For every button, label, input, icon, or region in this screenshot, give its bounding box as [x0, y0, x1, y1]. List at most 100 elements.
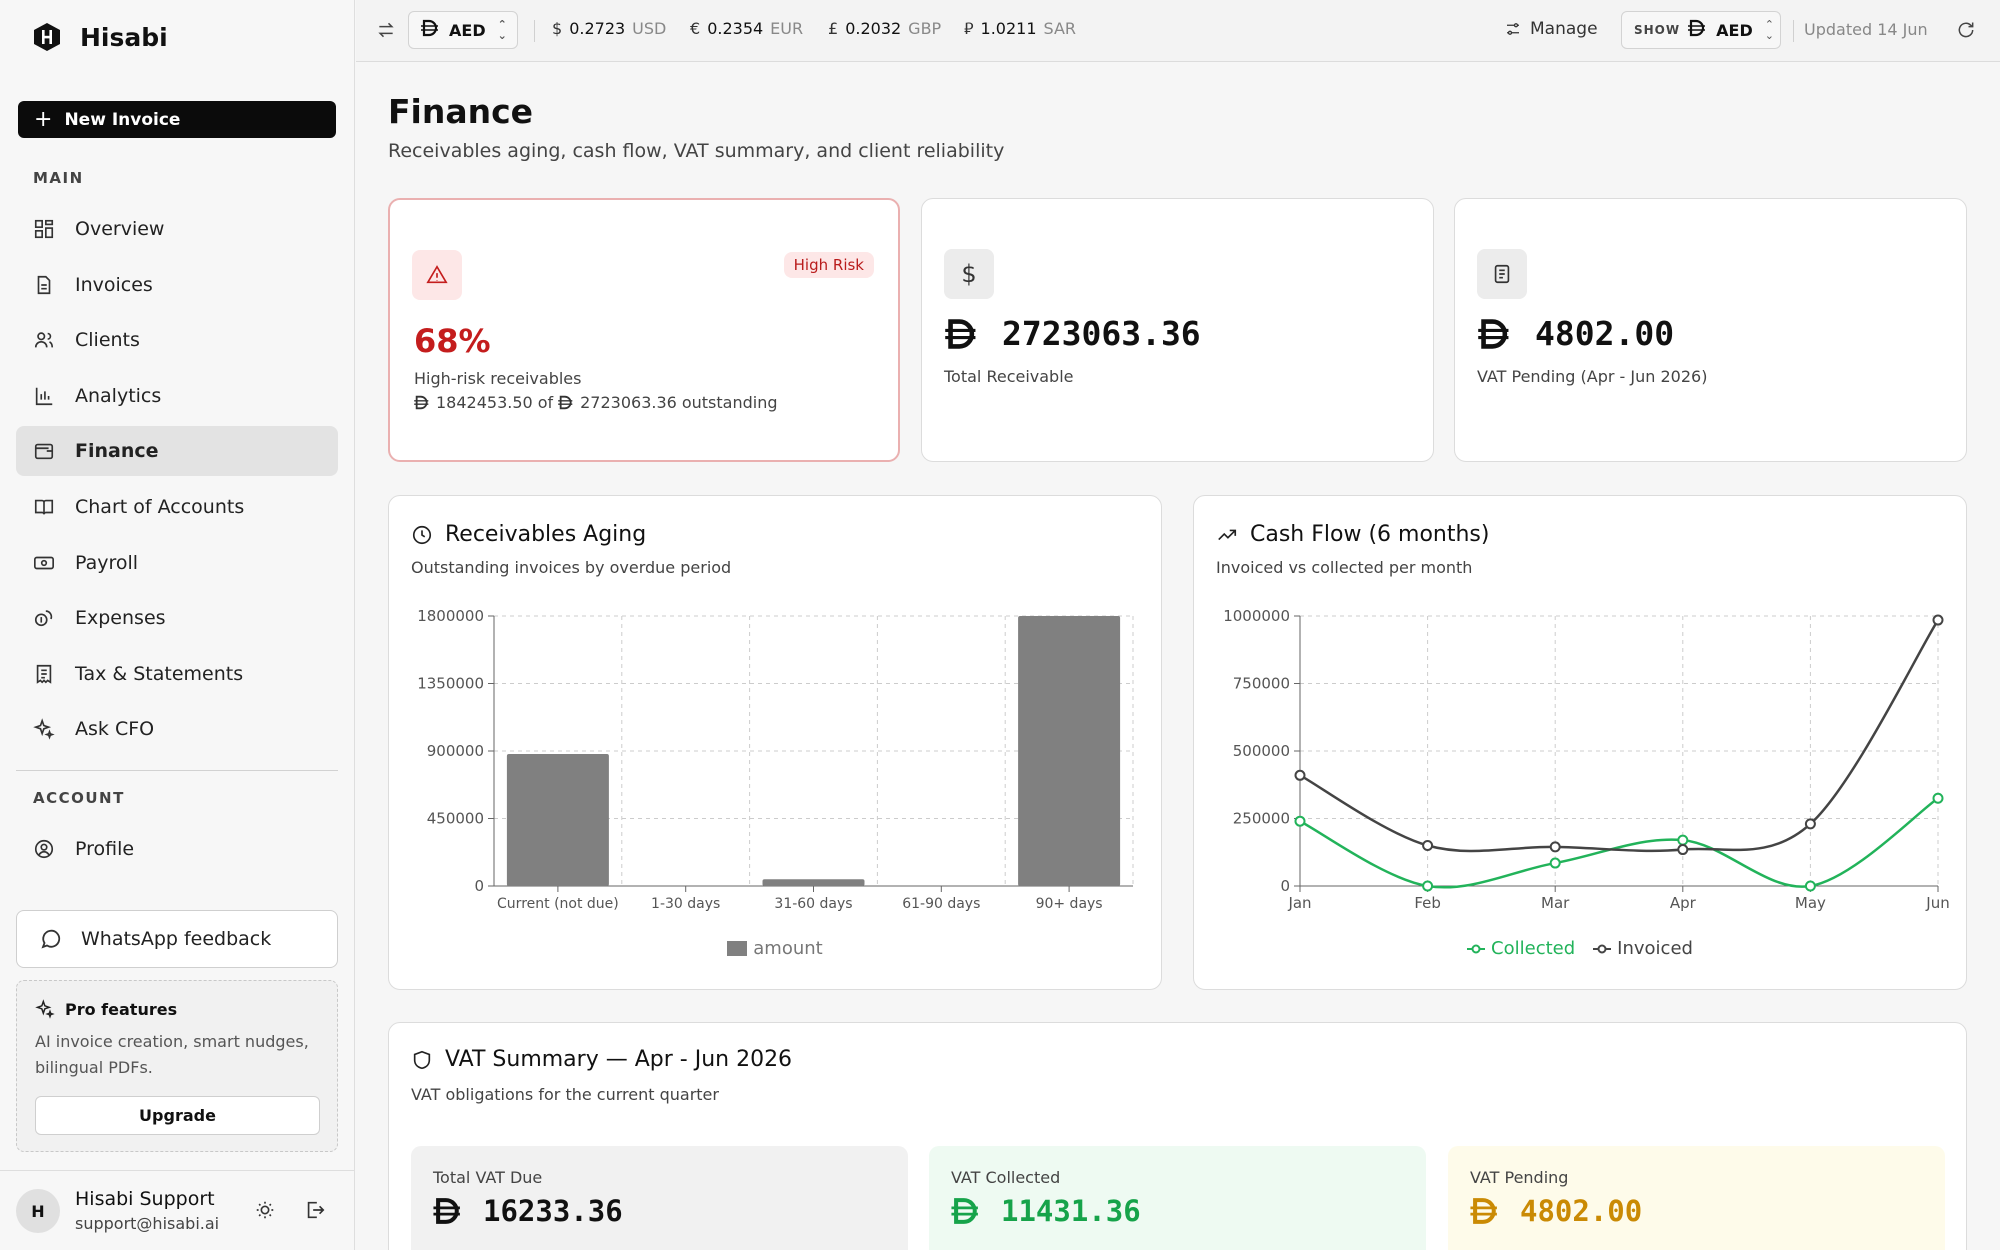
base-currency-code: AED — [449, 20, 486, 40]
vat-total-label: Total VAT Due — [433, 1168, 543, 1187]
high-risk-amount: 1842453.50 — [436, 393, 533, 412]
data-point-collected[interactable] — [1677, 834, 1689, 846]
sidebar-item-overview[interactable]: Overview — [16, 204, 338, 254]
data-point-collected[interactable] — [1422, 880, 1434, 892]
user-email: support@hisabi.ai — [75, 1214, 220, 1233]
manage-rates-button[interactable]: Manage — [1504, 19, 1598, 39]
legend-item-collected[interactable]: Collected — [1467, 938, 1575, 959]
currency-code: SAR — [1043, 19, 1077, 38]
plus-icon: + — [34, 106, 53, 132]
legend-line-icon — [1467, 944, 1486, 953]
avatar[interactable]: H — [16, 1189, 60, 1233]
vat-pending-label: VAT Pending (Apr - Jun 2026) — [1477, 367, 1708, 386]
separator — [534, 20, 535, 42]
vat-pending-amount: 4802.00 — [1535, 314, 1675, 353]
wallet-icon — [33, 440, 55, 462]
user-name: Hisabi Support — [75, 1188, 215, 1210]
sidebar-item-invoices[interactable]: Invoices — [16, 260, 338, 310]
vat-collected-amount: 11431.36 — [1001, 1194, 1141, 1228]
vat-title: VAT Summary — Apr - Jun 2026 — [411, 1047, 792, 1072]
data-point-invoiced[interactable] — [1677, 844, 1689, 856]
data-point-collected[interactable] — [1549, 857, 1561, 869]
hisabi-logo-icon — [34, 23, 60, 51]
sparkles-icon — [35, 999, 55, 1019]
sidebar-item-label: Clients — [75, 329, 140, 352]
cash-flow-card: Cash Flow (6 months) Invoiced vs collect… — [1193, 495, 1967, 990]
legend-label: Invoiced — [1617, 938, 1693, 959]
legend-item-amount[interactable]: amount — [727, 938, 823, 959]
aging-bar-chart: 0 450000 900000 1350000 1800000 Current (not … — [417, 607, 1134, 912]
updated-timestamp: Updated 14 Jun — [1804, 20, 1928, 39]
outstanding-amount: 2723063.36 — [580, 393, 677, 412]
data-point-collected[interactable] — [1294, 815, 1306, 827]
brand[interactable]: Hisabi — [32, 22, 168, 52]
x-tick-label: Current (not due) — [497, 896, 619, 912]
account-section-label: ACCOUNT — [33, 789, 125, 807]
vat-pending-box-value: 4802.00 — [1470, 1194, 1642, 1228]
data-point-collected[interactable] — [1804, 880, 1816, 892]
new-invoice-button[interactable]: + New Invoice — [18, 101, 336, 138]
x-tick-label: Feb — [1414, 894, 1441, 912]
x-tick-label: May — [1795, 894, 1826, 912]
sidebar-item-analytics[interactable]: Analytics — [16, 371, 338, 421]
data-point-invoiced[interactable] — [1422, 840, 1434, 851]
chevron-updown-icon: ⌃ ⌄ — [1764, 18, 1774, 42]
display-currency-select[interactable]: SHOW AED ⌃ ⌄ — [1621, 11, 1781, 49]
separator — [1793, 20, 1794, 42]
book-icon — [33, 496, 55, 518]
risk-detail: 1842453.50 of 2723063.36 outstanding — [414, 393, 777, 412]
y-tick-label: 250000 — [1233, 810, 1290, 828]
data-point-invoiced[interactable] — [1932, 614, 1944, 626]
data-point-invoiced[interactable] — [1549, 841, 1561, 853]
sidebar-item-label: Tax & Statements — [75, 662, 244, 685]
currency-symbol: $ — [552, 19, 563, 38]
data-point-collected[interactable] — [1932, 792, 1944, 804]
series-line-collected — [1299, 797, 1939, 889]
cashflow-subtitle: Invoiced vs collected per month — [1216, 558, 1473, 577]
swap-icon[interactable] — [376, 20, 396, 40]
user-circle-icon — [33, 838, 55, 860]
data-point-invoiced[interactable] — [1294, 769, 1306, 781]
coins-icon — [33, 607, 55, 629]
refresh-icon[interactable] — [1956, 20, 1976, 40]
exchange-rate-gbp: £0.2032 GBP — [828, 19, 941, 38]
y-tick-label: 750000 — [1233, 675, 1290, 693]
vat-collected-label: VAT Collected — [951, 1168, 1061, 1187]
bar[interactable] — [506, 754, 609, 886]
data-point-invoiced[interactable] — [1804, 818, 1816, 830]
rate-value: 0.2032 — [845, 19, 902, 38]
sidebar-item-chart-of-accounts[interactable]: Chart of Accounts — [16, 482, 338, 532]
logout-icon[interactable] — [304, 1199, 326, 1221]
cashflow-title: Cash Flow (6 months) — [1216, 522, 1489, 547]
dirham-icon — [1470, 1198, 1497, 1224]
sidebar-item-expenses[interactable]: Expenses — [16, 593, 338, 643]
exchange-rate-usd: $0.2723 USD — [552, 19, 666, 38]
x-tick-label: 61-90 days — [902, 896, 980, 912]
sidebar-item-payroll[interactable]: Payroll — [16, 538, 338, 588]
whatsapp-feedback-button[interactable]: WhatsApp feedback — [16, 910, 338, 968]
sidebar-item-finance[interactable]: Finance — [16, 426, 338, 477]
sidebar-item-label: Chart of Accounts — [75, 496, 245, 518]
sidebar-item-ask-cfo[interactable]: Ask CFO — [16, 704, 338, 754]
x-tick-label: Apr — [1670, 894, 1697, 912]
pro-features-description: AI invoice creation, smart nudges, bilin… — [35, 1032, 309, 1077]
x-tick-label: Jun — [1925, 894, 1949, 912]
dirham-icon — [951, 1198, 978, 1224]
currency-code: USD — [632, 19, 667, 38]
sidebar-item-label: Profile — [75, 838, 135, 860]
upgrade-button[interactable]: Upgrade — [35, 1096, 320, 1135]
sun-icon[interactable] — [254, 1199, 276, 1221]
bar[interactable] — [1018, 616, 1121, 886]
x-tick-label: Mar — [1541, 894, 1570, 912]
shield-icon — [413, 1050, 431, 1069]
legend-item-invoiced[interactable]: Invoiced — [1593, 938, 1693, 959]
sidebar-item-clients[interactable]: Clients — [16, 315, 338, 365]
vat-pending-value: 4802.00 — [1477, 314, 1674, 353]
sidebar-item-profile[interactable]: Profile — [16, 824, 338, 874]
message-circle-icon — [41, 929, 61, 949]
sidebar-item-tax-statements[interactable]: Tax & Statements — [16, 649, 338, 699]
base-currency-select[interactable]: AED ⌃ ⌄ — [408, 11, 518, 49]
banknote-icon — [33, 552, 55, 574]
bar[interactable] — [762, 879, 865, 886]
currency-code: EUR — [770, 19, 804, 38]
